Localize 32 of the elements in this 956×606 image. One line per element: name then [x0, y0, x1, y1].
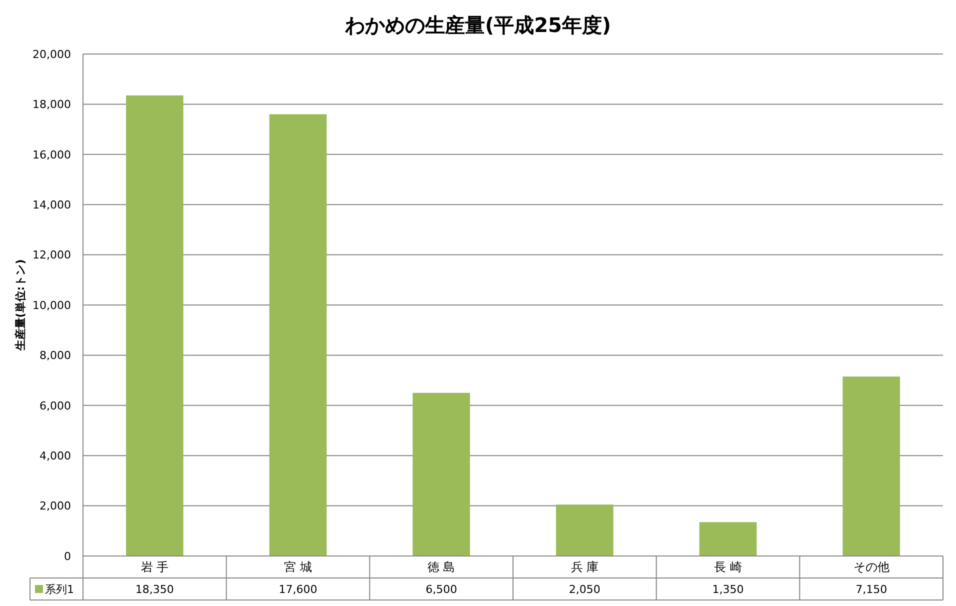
y-tick-label: 2,000	[40, 500, 71, 513]
data-label: 7,150	[856, 582, 888, 596]
x-tick-label: 宮 城	[284, 560, 312, 574]
data-label: 1,350	[712, 582, 744, 596]
x-tick-label: 徳 島	[427, 560, 456, 574]
y-tick-label: 12,000	[32, 248, 71, 262]
data-label: 2,050	[568, 582, 600, 596]
data-label: 18,350	[135, 582, 174, 596]
y-axis-title: 生産量(単位:トン)	[14, 259, 27, 352]
bar	[412, 392, 470, 556]
bar	[126, 95, 184, 556]
data-label: 17,600	[278, 582, 318, 596]
bar	[556, 504, 614, 556]
bar	[842, 376, 900, 556]
x-tick-label: 長 崎	[714, 560, 742, 574]
y-tick-label: 6,000	[40, 399, 71, 412]
y-tick-label: 18,000	[32, 98, 71, 112]
data-label: 6,500	[426, 582, 458, 596]
y-tick-label: 16,000	[32, 148, 71, 162]
y-tick-label: 14,000	[32, 198, 71, 212]
y-tick-label: 0	[64, 550, 71, 563]
y-tick-label: 8,000	[40, 349, 71, 362]
legend-label: 系列1	[45, 582, 74, 596]
chart-title: わかめの生産量(平成25年度)	[344, 13, 612, 37]
y-tick-label: 20,000	[32, 48, 71, 61]
x-tick-label: その他	[853, 560, 890, 574]
x-tick-label: 岩 手	[140, 560, 169, 574]
bar	[699, 522, 757, 556]
y-tick-label: 10,000	[32, 298, 71, 312]
y-tick-label: 4,000	[40, 449, 71, 462]
x-tick-label: 兵 庫	[570, 560, 599, 574]
bar	[269, 114, 327, 556]
